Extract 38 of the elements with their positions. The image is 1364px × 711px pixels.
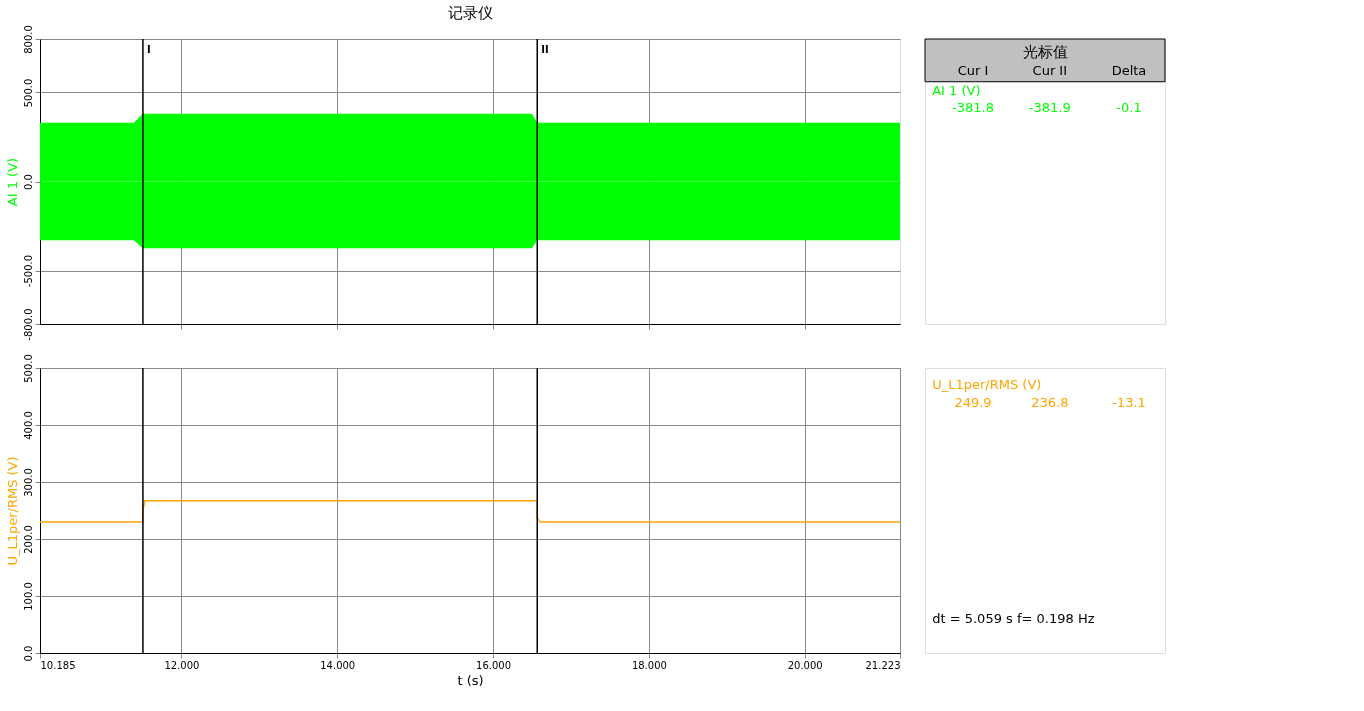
- chart-title: 记录仪: [447, 3, 493, 22]
- y-axis-title: U_L1per/RMS (V): [4, 456, 20, 566]
- y-tick-label: 400.0: [22, 411, 34, 440]
- text: -0.1: [1116, 99, 1142, 115]
- y-tick-label: 100.0: [22, 582, 34, 611]
- x-tick-label: 12.000: [164, 659, 200, 671]
- text: Cur I: [957, 62, 989, 78]
- text: U_L1per/RMS (V): [932, 377, 1042, 393]
- y-tick-label: 300.0: [22, 468, 34, 497]
- y-tick-label: -500.0: [22, 254, 34, 288]
- y-tick-label: 0.0: [22, 174, 34, 190]
- x-tick-label: 20.000: [787, 659, 823, 671]
- x-tick-label: 10.185: [40, 659, 76, 671]
- text: 光标值: [1022, 42, 1068, 61]
- y-tick-label: -800.0: [22, 308, 34, 341]
- text: -13.1: [1112, 394, 1146, 410]
- text: dt = 5.059 s f= 0.198 Hz: [932, 611, 1095, 627]
- y-axis-title: AI 1 (V): [4, 157, 20, 207]
- text: 236.8: [1031, 394, 1069, 410]
- line-series: [39, 500, 901, 523]
- x-tick-label: 21.223: [865, 659, 901, 671]
- y-tick-label: 500.0: [22, 78, 34, 108]
- y-tick-label: 500.0: [22, 354, 34, 383]
- x-tick-label: 16.000: [476, 659, 512, 671]
- text: AI 1 (V): [932, 82, 981, 98]
- text: Delta: [1111, 62, 1147, 78]
- text: 249.9: [954, 394, 992, 410]
- y-tick-label: 200.0: [22, 525, 34, 554]
- ref-line-label: I: [146, 44, 151, 55]
- y-tick-label: 0.0: [22, 645, 34, 662]
- x-tick-label: 18.000: [631, 659, 667, 671]
- text: -381.8: [952, 99, 994, 115]
- x-tick-label: 14.000: [320, 659, 356, 671]
- ref-line-label: II: [541, 44, 549, 55]
- text: Cur II: [1032, 62, 1068, 78]
- text: -381.9: [1028, 99, 1071, 115]
- x-axis-title: t (s): [457, 672, 484, 688]
- y-tick-label: 800.0: [22, 25, 34, 54]
